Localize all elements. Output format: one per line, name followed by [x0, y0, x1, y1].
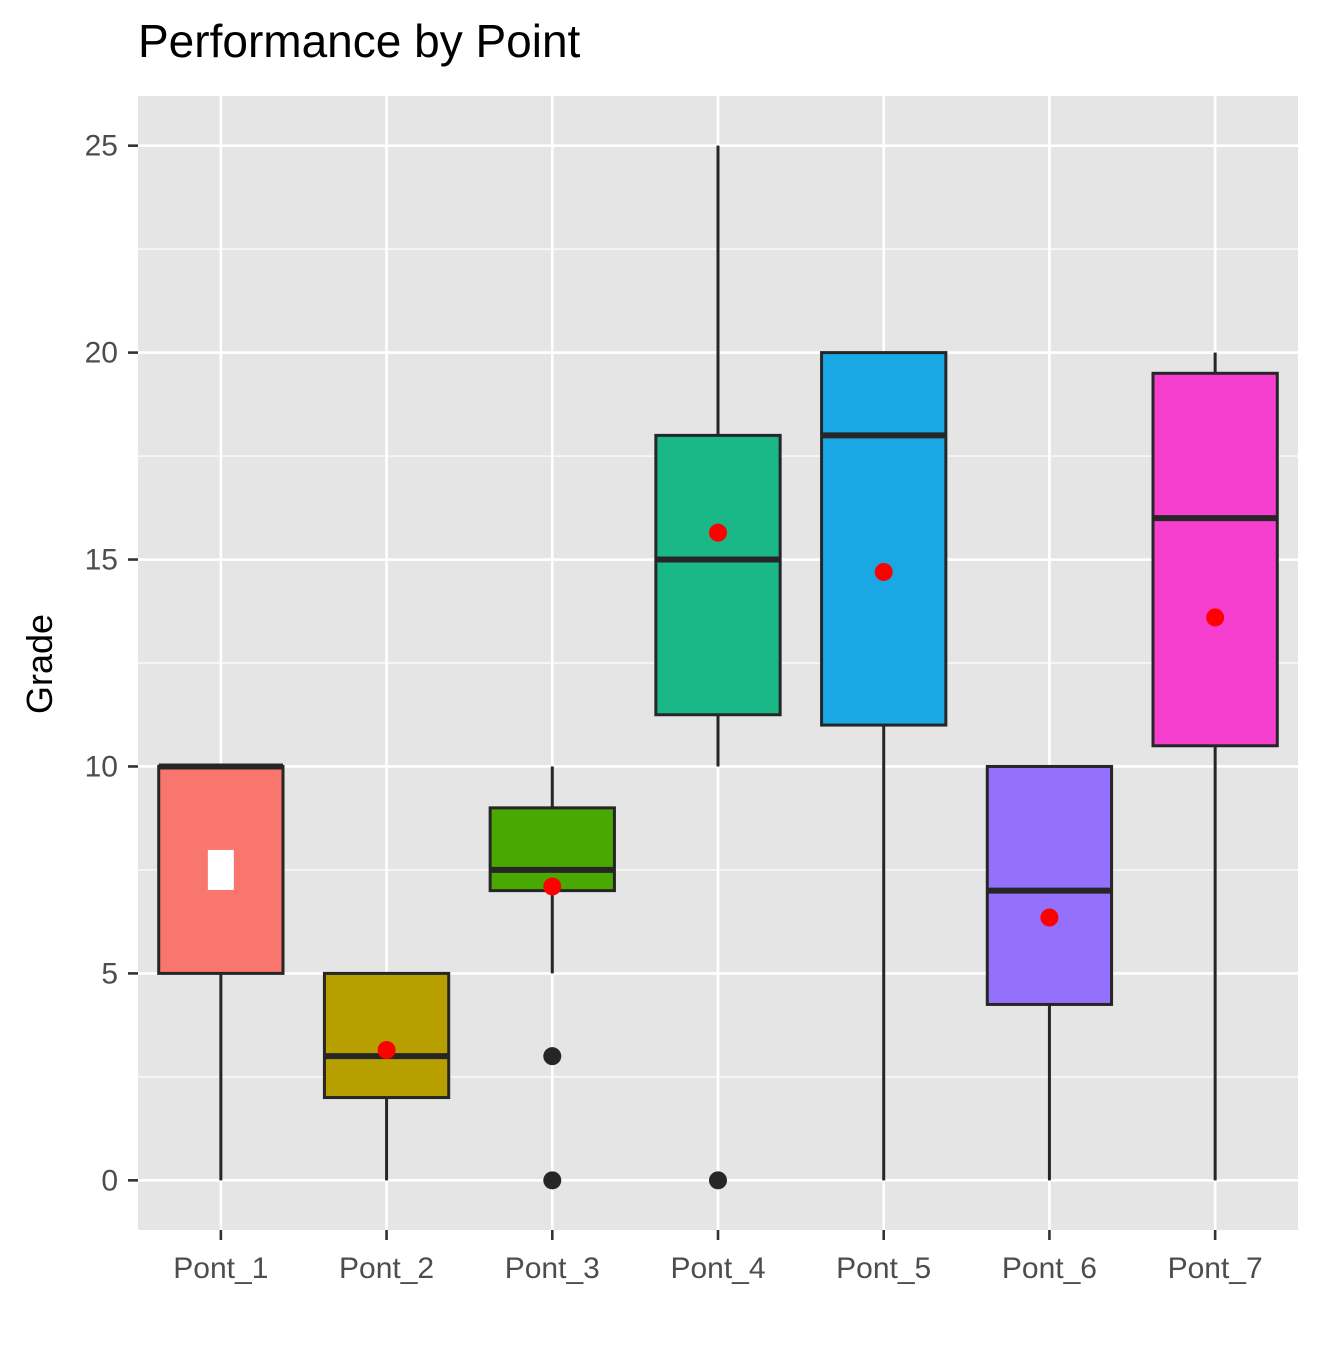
- x-tick-label: Pont_1: [173, 1252, 268, 1285]
- mean-marker: [1040, 908, 1059, 927]
- box-iqr: [985, 764, 1114, 1006]
- x-axis: Pont_1 Pont_2 Pont_3 Pont_4 Pont_5 Pont_6 Pont…: [173, 1230, 1263, 1285]
- x-tick-label: Pont_3: [505, 1252, 600, 1285]
- y-axis: 0 5 10 15 20 25: [85, 130, 138, 1197]
- box-iqr: [322, 971, 451, 1100]
- outlier-point: [709, 1171, 727, 1190]
- mean-marker: [543, 877, 562, 896]
- box-iqr: [820, 351, 948, 727]
- y-tick-label: 20: [85, 337, 118, 370]
- box-pont-2: [322, 971, 451, 1181]
- box-pont-6: [985, 764, 1114, 1181]
- y-tick-label: 25: [85, 130, 118, 163]
- mean-marker: [207, 849, 234, 890]
- box-pont-4: [654, 145, 782, 1190]
- x-tick-label: Pont_5: [836, 1252, 931, 1285]
- x-tick-label: Pont_2: [339, 1252, 434, 1285]
- x-tick-label: Pont_6: [1002, 1252, 1097, 1285]
- mean-marker: [1206, 608, 1225, 627]
- box-iqr: [488, 806, 616, 893]
- box-pont-7: [1151, 352, 1279, 1181]
- box-pont-3: [488, 766, 616, 1190]
- y-axis-title: Grade: [19, 614, 60, 714]
- y-tick-label: 5: [101, 957, 118, 990]
- x-tick-label: Pont_7: [1168, 1252, 1263, 1285]
- y-tick-label: 15: [85, 544, 118, 577]
- boxes-layer: [157, 145, 1279, 1190]
- mean-marker: [874, 562, 893, 581]
- y-tick-label: 10: [85, 750, 118, 783]
- box-iqr: [654, 433, 782, 717]
- y-tick-label: 0: [101, 1164, 118, 1197]
- outlier-point: [543, 1171, 562, 1190]
- x-tick-label: Pont_4: [670, 1252, 765, 1285]
- outlier-point: [543, 1047, 562, 1066]
- box-iqr: [1151, 371, 1279, 748]
- box-pont-1: [157, 763, 285, 1181]
- mean-marker: [377, 1040, 396, 1059]
- box-pont-5: [820, 351, 948, 1181]
- mean-marker: [709, 523, 727, 542]
- chart-title: Performance by Point: [138, 15, 581, 67]
